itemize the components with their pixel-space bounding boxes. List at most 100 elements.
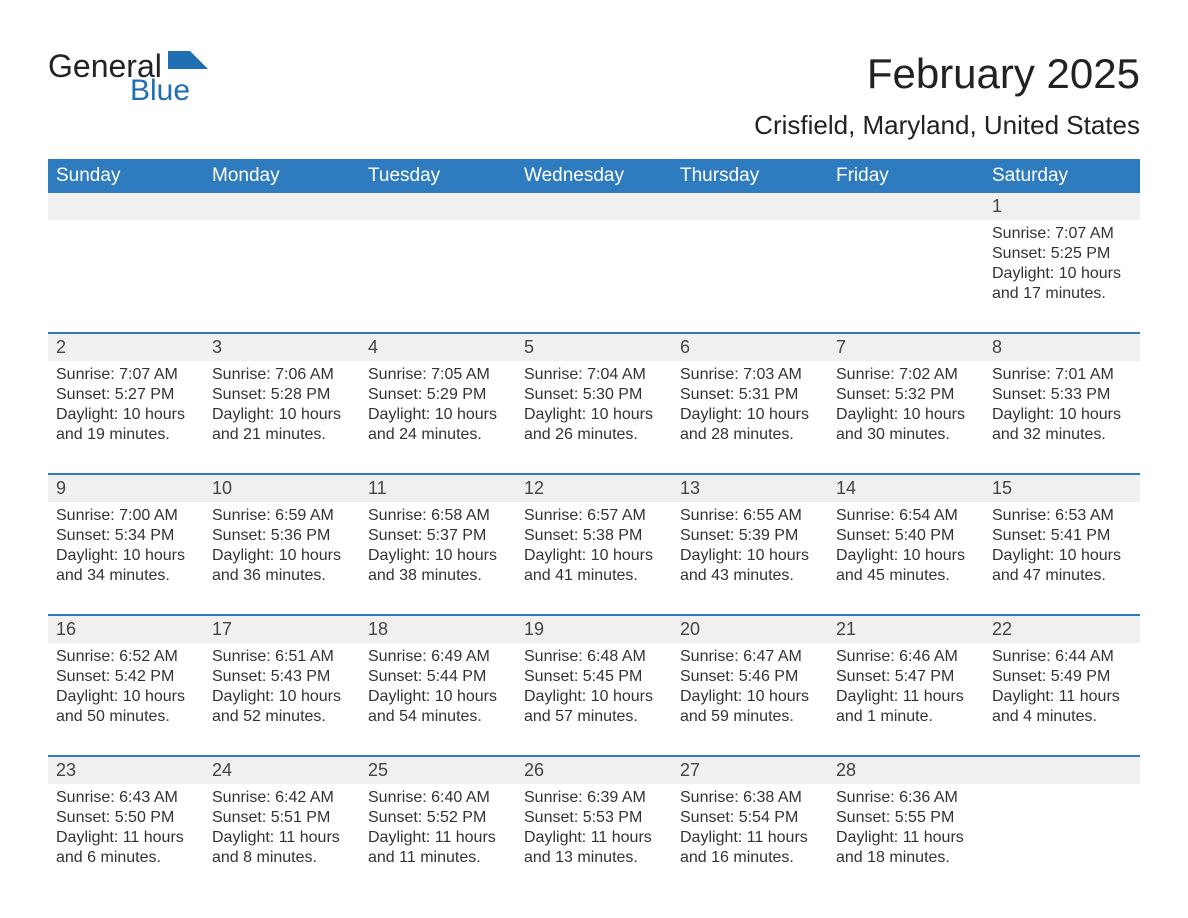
day-content-cell: Sunrise: 6:40 AMSunset: 5:52 PMDaylight:… <box>360 784 516 896</box>
day-number-row: 1 <box>48 193 1140 220</box>
weekday-header: Wednesday <box>516 159 672 193</box>
day-content-cell: Sunrise: 7:01 AMSunset: 5:33 PMDaylight:… <box>984 361 1140 473</box>
daylight-line: Daylight: 10 hours and 19 minutes. <box>56 405 196 445</box>
day-number-cell: 11 <box>360 473 516 502</box>
location-subtitle: Crisfield, Maryland, United States <box>754 110 1140 141</box>
sunrise-line: Sunrise: 7:07 AM <box>56 365 196 385</box>
sunrise-line: Sunrise: 7:01 AM <box>992 365 1132 385</box>
sunrise-line: Sunrise: 6:39 AM <box>524 788 664 808</box>
daylight-line: Daylight: 10 hours and 21 minutes. <box>212 405 352 445</box>
daylight-line: Daylight: 10 hours and 54 minutes. <box>368 687 508 727</box>
logo: General Blue <box>48 50 208 106</box>
day-number-cell: 23 <box>48 755 204 784</box>
sunrise-line: Sunrise: 6:43 AM <box>56 788 196 808</box>
daylight-line: Daylight: 11 hours and 13 minutes. <box>524 828 664 868</box>
day-content-cell: Sunrise: 7:06 AMSunset: 5:28 PMDaylight:… <box>204 361 360 473</box>
sunset-line: Sunset: 5:44 PM <box>368 667 508 687</box>
day-content-cell: Sunrise: 6:51 AMSunset: 5:43 PMDaylight:… <box>204 643 360 755</box>
day-content-cell: Sunrise: 6:44 AMSunset: 5:49 PMDaylight:… <box>984 643 1140 755</box>
sunrise-line: Sunrise: 7:00 AM <box>56 506 196 526</box>
day-content-row: Sunrise: 7:07 AMSunset: 5:27 PMDaylight:… <box>48 361 1140 473</box>
day-content-cell <box>828 220 984 332</box>
day-number-cell: 17 <box>204 614 360 643</box>
day-number-cell: 22 <box>984 614 1140 643</box>
sunrise-line: Sunrise: 6:51 AM <box>212 647 352 667</box>
day-number-cell: 19 <box>516 614 672 643</box>
daylight-line: Daylight: 10 hours and 32 minutes. <box>992 405 1132 445</box>
sunrise-line: Sunrise: 6:46 AM <box>836 647 976 667</box>
sunset-line: Sunset: 5:49 PM <box>992 667 1132 687</box>
day-content-cell: Sunrise: 6:46 AMSunset: 5:47 PMDaylight:… <box>828 643 984 755</box>
sunrise-line: Sunrise: 6:48 AM <box>524 647 664 667</box>
day-number-cell: 8 <box>984 332 1140 361</box>
sunset-line: Sunset: 5:38 PM <box>524 526 664 546</box>
sunset-line: Sunset: 5:43 PM <box>212 667 352 687</box>
sunrise-line: Sunrise: 7:04 AM <box>524 365 664 385</box>
sunrise-line: Sunrise: 6:55 AM <box>680 506 820 526</box>
day-number-cell <box>48 193 204 220</box>
daylight-line: Daylight: 10 hours and 17 minutes. <box>992 264 1132 304</box>
day-number-cell: 7 <box>828 332 984 361</box>
sunset-line: Sunset: 5:45 PM <box>524 667 664 687</box>
daylight-line: Daylight: 11 hours and 8 minutes. <box>212 828 352 868</box>
day-content-row: Sunrise: 6:52 AMSunset: 5:42 PMDaylight:… <box>48 643 1140 755</box>
daylight-line: Daylight: 10 hours and 52 minutes. <box>212 687 352 727</box>
day-content-cell: Sunrise: 6:42 AMSunset: 5:51 PMDaylight:… <box>204 784 360 896</box>
sunrise-line: Sunrise: 6:58 AM <box>368 506 508 526</box>
sunset-line: Sunset: 5:55 PM <box>836 808 976 828</box>
sunset-line: Sunset: 5:30 PM <box>524 385 664 405</box>
day-number-cell: 12 <box>516 473 672 502</box>
day-content-cell: Sunrise: 6:47 AMSunset: 5:46 PMDaylight:… <box>672 643 828 755</box>
sunset-line: Sunset: 5:46 PM <box>680 667 820 687</box>
day-number-cell: 24 <box>204 755 360 784</box>
sunset-line: Sunset: 5:31 PM <box>680 385 820 405</box>
daylight-line: Daylight: 11 hours and 16 minutes. <box>680 828 820 868</box>
daylight-line: Daylight: 10 hours and 34 minutes. <box>56 546 196 586</box>
weekday-header: Saturday <box>984 159 1140 193</box>
sunrise-line: Sunrise: 6:52 AM <box>56 647 196 667</box>
day-content-cell: Sunrise: 7:04 AMSunset: 5:30 PMDaylight:… <box>516 361 672 473</box>
day-number-row: 16171819202122 <box>48 614 1140 643</box>
day-number-cell: 26 <box>516 755 672 784</box>
sunset-line: Sunset: 5:34 PM <box>56 526 196 546</box>
sunrise-line: Sunrise: 6:57 AM <box>524 506 664 526</box>
daylight-line: Daylight: 10 hours and 30 minutes. <box>836 405 976 445</box>
day-number-cell: 15 <box>984 473 1140 502</box>
day-content-cell: Sunrise: 6:39 AMSunset: 5:53 PMDaylight:… <box>516 784 672 896</box>
sunrise-line: Sunrise: 6:36 AM <box>836 788 976 808</box>
weekday-header: Thursday <box>672 159 828 193</box>
weekday-header: Tuesday <box>360 159 516 193</box>
daylight-line: Daylight: 10 hours and 45 minutes. <box>836 546 976 586</box>
month-title: February 2025 <box>754 50 1140 98</box>
sunrise-line: Sunrise: 6:38 AM <box>680 788 820 808</box>
day-content-row: Sunrise: 6:43 AMSunset: 5:50 PMDaylight:… <box>48 784 1140 896</box>
day-content-cell: Sunrise: 6:57 AMSunset: 5:38 PMDaylight:… <box>516 502 672 614</box>
day-number-cell: 13 <box>672 473 828 502</box>
day-content-cell: Sunrise: 7:07 AMSunset: 5:27 PMDaylight:… <box>48 361 204 473</box>
day-content-cell: Sunrise: 6:52 AMSunset: 5:42 PMDaylight:… <box>48 643 204 755</box>
day-number-cell: 4 <box>360 332 516 361</box>
daylight-line: Daylight: 11 hours and 6 minutes. <box>56 828 196 868</box>
sunset-line: Sunset: 5:47 PM <box>836 667 976 687</box>
sunrise-line: Sunrise: 7:07 AM <box>992 224 1132 244</box>
sunrise-line: Sunrise: 7:02 AM <box>836 365 976 385</box>
logo-word-blue: Blue <box>130 76 208 106</box>
daylight-line: Daylight: 10 hours and 47 minutes. <box>992 546 1132 586</box>
sunset-line: Sunset: 5:29 PM <box>368 385 508 405</box>
sunset-line: Sunset: 5:32 PM <box>836 385 976 405</box>
day-content-cell: Sunrise: 6:58 AMSunset: 5:37 PMDaylight:… <box>360 502 516 614</box>
day-number-row: 9101112131415 <box>48 473 1140 502</box>
day-number-cell: 3 <box>204 332 360 361</box>
day-number-cell: 9 <box>48 473 204 502</box>
day-content-cell: Sunrise: 6:43 AMSunset: 5:50 PMDaylight:… <box>48 784 204 896</box>
day-number-cell <box>984 755 1140 784</box>
sunrise-line: Sunrise: 6:54 AM <box>836 506 976 526</box>
daylight-line: Daylight: 10 hours and 38 minutes. <box>368 546 508 586</box>
sunrise-line: Sunrise: 6:49 AM <box>368 647 508 667</box>
daylight-line: Daylight: 10 hours and 41 minutes. <box>524 546 664 586</box>
day-content-cell <box>360 220 516 332</box>
sunset-line: Sunset: 5:54 PM <box>680 808 820 828</box>
sunset-line: Sunset: 5:53 PM <box>524 808 664 828</box>
day-content-cell: Sunrise: 7:02 AMSunset: 5:32 PMDaylight:… <box>828 361 984 473</box>
day-content-cell <box>516 220 672 332</box>
